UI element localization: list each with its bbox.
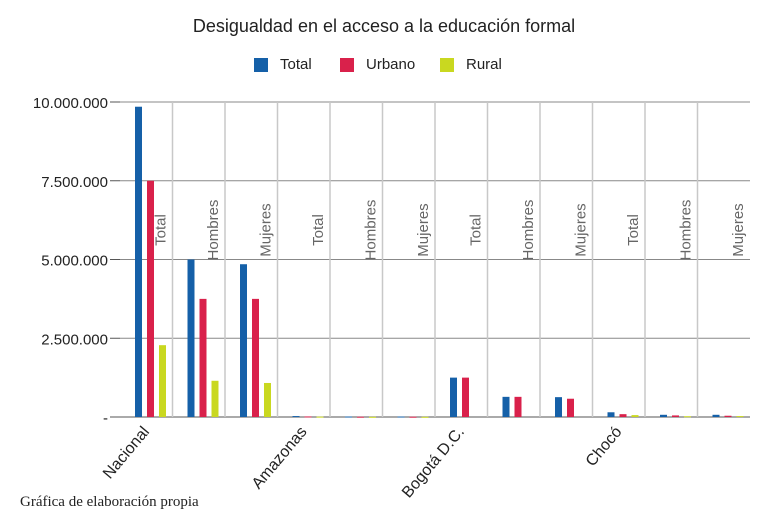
bar-total	[660, 414, 667, 417]
bar-rural	[159, 345, 166, 417]
legend-swatch-total	[254, 57, 268, 72]
bar-rural	[736, 416, 744, 418]
bar-rural	[264, 382, 271, 417]
bar-total	[345, 416, 352, 418]
bar-urbano	[619, 414, 627, 417]
group-label: Chocó	[583, 424, 626, 470]
bar-urbano	[672, 415, 679, 417]
legend-item-total: Total	[254, 56, 312, 73]
category-sublabel: Mujeres	[258, 203, 275, 256]
ytick-label: -	[103, 410, 108, 427]
bar-rural	[211, 380, 219, 417]
bar-urbano	[199, 298, 207, 417]
group-label: Bogotá D.C.	[399, 424, 468, 502]
legend-label-rural: Rural	[466, 56, 502, 73]
bar-total	[607, 412, 615, 417]
group-label: Amazonas	[249, 424, 311, 493]
legend-swatch-urbano	[340, 57, 354, 72]
group-label: Nacional	[100, 424, 153, 483]
category-sublabel: Total	[310, 214, 327, 246]
bar-urbano	[252, 298, 259, 417]
category-sublabel: Mujeres	[730, 203, 747, 256]
ytick-label: 2.500.000	[41, 331, 108, 348]
bar-rural	[684, 416, 691, 418]
bar-urbano	[514, 396, 522, 417]
category-sublabel: Total	[625, 214, 642, 246]
legend-item-rural: Rural	[440, 56, 502, 73]
bar-total	[397, 416, 405, 418]
bar-total	[712, 414, 720, 417]
bar-urbano	[724, 415, 732, 417]
bar-urbano	[304, 416, 312, 418]
chart-title: Desigualdad en el acceso a la educación …	[192, 16, 576, 36]
category-sublabel: Mujeres	[415, 203, 432, 256]
legend-label-urbano: Urbano	[366, 56, 416, 73]
bar-total	[555, 397, 562, 417]
category-sublabel: Total	[468, 214, 485, 246]
bar-urbano	[147, 180, 154, 417]
bar-total	[240, 264, 247, 417]
category-sublabel: Mujeres	[573, 203, 590, 256]
chart-caption: Gráfica de elaboración propia	[20, 494, 199, 510]
bar-total	[135, 106, 142, 417]
ytick-label: 7.500.000	[41, 174, 108, 191]
bar-total	[450, 377, 457, 417]
bar-urbano	[409, 416, 417, 418]
category-sublabel: Hombres	[363, 200, 380, 261]
bar-total	[187, 259, 195, 417]
bar-rural	[631, 415, 639, 417]
category-sublabel: Hombres	[205, 200, 222, 261]
bar-urbano	[462, 377, 469, 417]
bar-rural	[369, 416, 376, 418]
chart-legend: Total Urbano Rural	[0, 56, 768, 78]
bar-total	[502, 396, 510, 417]
ytick-label: 10.000.000	[33, 95, 108, 112]
legend-swatch-rural	[440, 57, 454, 72]
legend-label-total: Total	[280, 56, 312, 73]
category-sublabel: Hombres	[678, 200, 695, 261]
bar-rural	[421, 416, 429, 418]
legend-item-urbano: Urbano	[340, 56, 415, 73]
category-sublabel: Total	[153, 214, 170, 246]
bar-urbano	[567, 398, 574, 417]
ytick-label: 5.000.000	[41, 253, 108, 270]
bar-urbano	[357, 416, 364, 418]
bar-total	[292, 416, 300, 418]
bar-rural	[316, 416, 324, 418]
category-sublabel: Hombres	[520, 200, 537, 261]
